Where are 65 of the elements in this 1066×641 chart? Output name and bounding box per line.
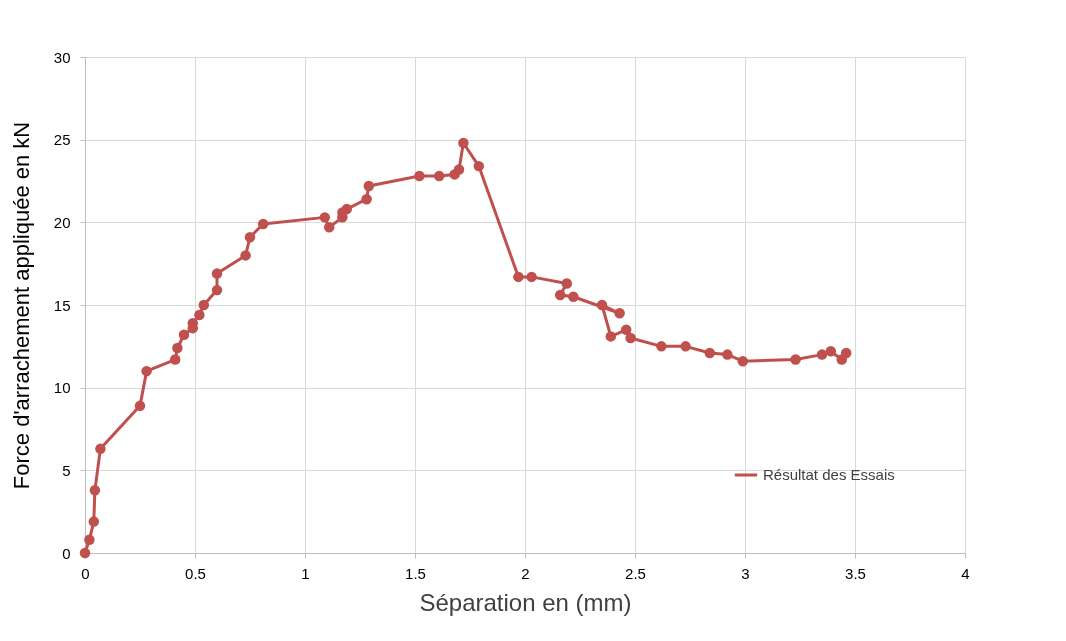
point	[816, 349, 828, 360]
point	[433, 170, 445, 182]
point	[198, 299, 210, 311]
legend-label: Résultat des Essais	[763, 466, 895, 483]
point	[554, 289, 566, 301]
x-axis-title: Séparation en (mm)	[419, 588, 632, 616]
x-tick-label: 3	[741, 564, 750, 582]
y-tick-label: 30	[53, 48, 71, 66]
point	[88, 516, 100, 527]
point	[513, 271, 524, 283]
y-tick-label: 15	[53, 296, 71, 314]
point	[620, 324, 632, 336]
y-axis-title: Force d'arrachement appliquée en kN	[8, 121, 34, 490]
point	[614, 308, 625, 319]
point	[89, 484, 101, 496]
point	[561, 278, 573, 289]
point	[596, 299, 608, 311]
x-tick-label: 3.5	[845, 564, 866, 582]
y-tick-label: 5	[62, 461, 71, 479]
point	[240, 250, 251, 261]
y-tick-label: 0	[62, 544, 71, 562]
x-tick-label: 1.5	[405, 564, 426, 582]
point	[79, 547, 91, 559]
y-tick-label: 10	[53, 379, 71, 397]
point	[414, 170, 425, 182]
point	[605, 331, 617, 342]
point	[840, 347, 852, 359]
point	[458, 137, 469, 149]
point	[319, 212, 331, 223]
point	[134, 400, 146, 412]
point	[257, 218, 269, 230]
point	[722, 349, 733, 360]
x-tick-label: 4	[961, 564, 970, 582]
point	[473, 160, 485, 172]
point	[194, 309, 205, 321]
point	[680, 341, 691, 352]
point	[95, 443, 106, 455]
point	[704, 347, 716, 359]
point	[526, 271, 537, 283]
x-tick-label: 0	[81, 564, 90, 582]
x-tick-label: 2.5	[625, 564, 646, 582]
x-tick-label: 0.5	[185, 564, 206, 582]
point	[172, 342, 183, 354]
point	[453, 164, 465, 175]
point	[244, 231, 256, 243]
point	[341, 203, 353, 215]
point	[211, 284, 223, 296]
point	[790, 354, 801, 365]
point	[825, 346, 837, 357]
point	[141, 365, 152, 377]
point	[169, 354, 181, 365]
point	[568, 291, 579, 302]
x-tick-label: 2	[521, 564, 530, 582]
x-tick-label: 1	[301, 564, 310, 582]
point	[625, 332, 636, 344]
point	[656, 341, 667, 352]
point	[323, 222, 335, 233]
point	[737, 355, 749, 367]
point	[363, 180, 375, 192]
point	[361, 193, 372, 205]
point	[178, 329, 190, 340]
y-tick-label: 25	[53, 131, 71, 149]
point	[211, 268, 223, 279]
y-tick-label: 20	[53, 213, 71, 231]
point	[84, 534, 95, 546]
